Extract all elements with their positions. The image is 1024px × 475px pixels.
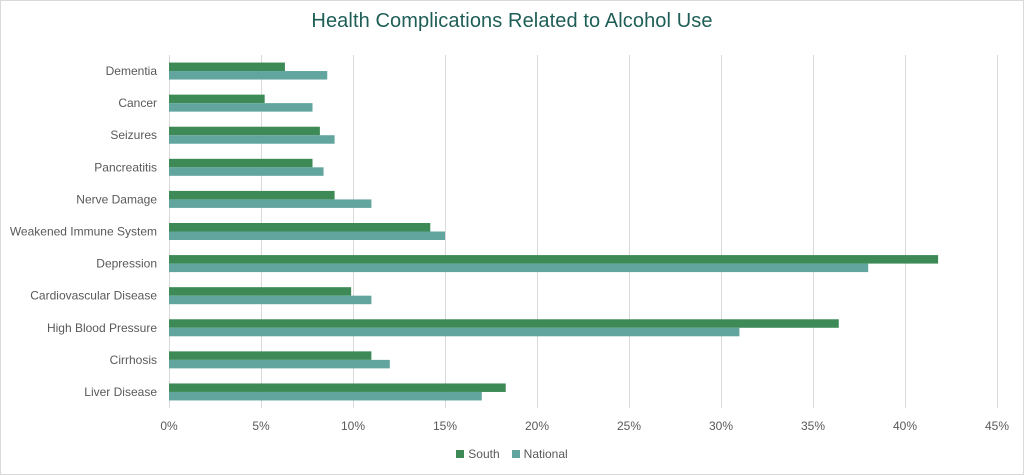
bar-national: [169, 199, 372, 208]
bar-south: [169, 62, 285, 72]
x-tick-label: 5%: [252, 419, 270, 433]
bar-south: [169, 94, 265, 104]
bar-south: [169, 319, 839, 328]
category-label: Weakened Immune System: [10, 225, 157, 239]
legend-label: South: [468, 447, 500, 461]
x-tick-label: 45%: [985, 419, 1009, 433]
category-label: Depression: [96, 257, 157, 271]
bar-national: [169, 167, 324, 176]
x-tick-label: 20%: [525, 419, 549, 433]
x-tick-label: 40%: [893, 419, 917, 433]
x-tick-labels: 0% 5% 10% 15% 20% 25% 30% 35% 40% 45%: [160, 419, 1009, 433]
legend-swatch: [511, 450, 520, 458]
bar-national: [169, 359, 390, 369]
x-tick-label: 10%: [341, 419, 365, 433]
chart-title: Health Complications Related to Alcohol …: [311, 10, 713, 32]
bar-national: [169, 135, 335, 144]
legend: South National: [1, 447, 1023, 461]
bars: [169, 62, 939, 401]
category-label: Pancreatitis: [94, 160, 157, 174]
category-label: Cancer: [118, 96, 157, 110]
bar-national: [169, 71, 328, 80]
bar-south: [169, 351, 372, 360]
bar-south: [169, 223, 431, 232]
bar-south: [169, 190, 335, 200]
category-label: Seizures: [110, 128, 157, 142]
x-tick-label: 15%: [433, 419, 457, 433]
category-label: Dementia: [106, 64, 158, 78]
x-tick-label: 35%: [801, 419, 825, 433]
bar-national: [169, 327, 740, 337]
legend-swatch: [456, 450, 465, 458]
bar-national: [169, 231, 445, 240]
bar-south: [169, 287, 352, 296]
bar-south: [169, 255, 939, 264]
category-label: Cardiovascular Disease: [30, 289, 157, 303]
legend-label: National: [523, 447, 568, 461]
x-tick-label: 30%: [709, 419, 733, 433]
bar-national: [169, 391, 482, 401]
category-label: Nerve Damage: [76, 192, 157, 206]
bar-south: [169, 158, 313, 168]
category-label: Cirrhosis: [110, 353, 157, 367]
x-tick-label: 0%: [160, 419, 178, 433]
legend-item: National: [511, 447, 568, 461]
category-label: Liver Disease: [84, 385, 157, 399]
bar-south: [169, 383, 506, 392]
x-tick-label: 25%: [617, 419, 641, 433]
bar-south: [169, 126, 320, 136]
bar-national: [169, 263, 869, 273]
bar-national: [169, 295, 372, 305]
bar-national: [169, 103, 313, 112]
category-labels: Dementia Cancer Seizures Pancreatitis Nerve …: [10, 64, 158, 399]
legend-item: South: [456, 447, 500, 461]
category-label: High Blood Pressure: [47, 321, 157, 335]
